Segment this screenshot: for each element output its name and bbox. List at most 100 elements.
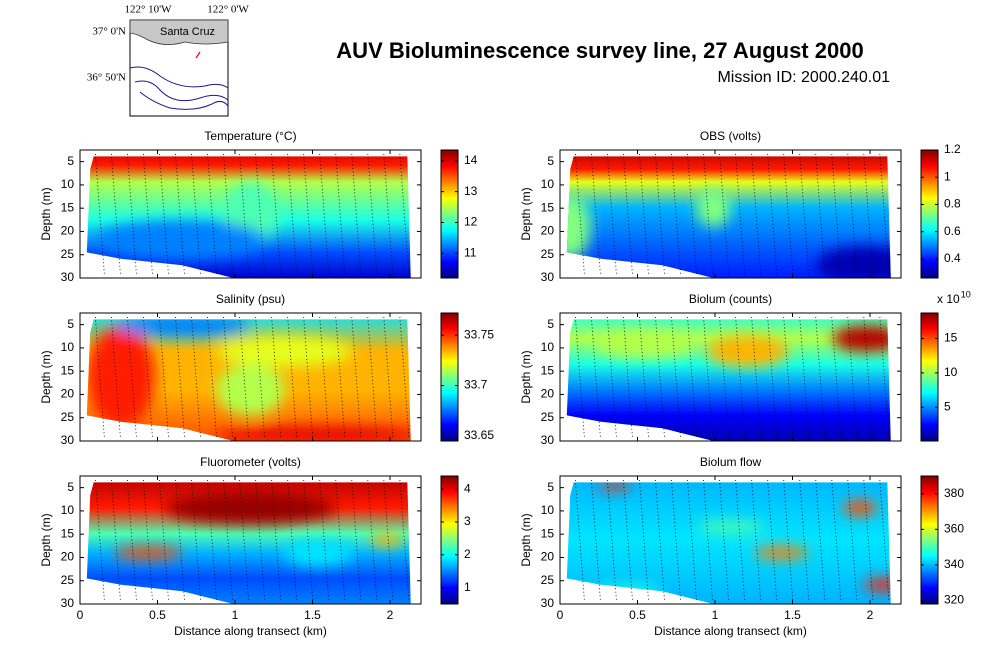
colorbar-tick-label: 0.4 (944, 251, 961, 265)
colorbar-tick-label: 33.75 (464, 327, 494, 341)
panel-title: Biolum (counts) (689, 292, 772, 306)
map-lat-label: 37° 0'N (92, 26, 126, 38)
plot-frame (79, 149, 422, 279)
x-axis-label: Distance along transect (km) (654, 624, 807, 638)
colorbar-tick-label: 3 (464, 514, 471, 528)
colorbar-tick-label: 320 (944, 593, 964, 607)
field-feature (216, 364, 285, 416)
panel-title: Biolum flow (700, 455, 762, 469)
field (86, 482, 411, 604)
field (86, 156, 411, 278)
auv-track (574, 316, 890, 438)
y-tick-label: 25 (541, 573, 555, 587)
colorbar (920, 312, 939, 442)
y-tick-label: 20 (61, 224, 75, 238)
panel: Biolum (counts) Depth (m) 5 10 15 20 25 30 5 10 15… (519, 289, 971, 447)
plot-frame (559, 149, 902, 279)
field-background (566, 482, 891, 604)
field (566, 319, 891, 441)
colorbar-tick-label: 14 (464, 153, 478, 167)
panel-title: Salinity (psu) (216, 292, 285, 306)
field-feature (843, 500, 878, 516)
field-feature (165, 492, 336, 524)
y-axis-label: Depth (m) (519, 350, 533, 403)
x-tick-label: 1 (232, 608, 239, 622)
y-tick-label: 5 (67, 480, 74, 494)
y-tick-label: 5 (67, 154, 74, 168)
field-feature (597, 482, 632, 491)
field-feature (706, 336, 789, 367)
panel: Fluorometer (volts)Depth (m)510152025300… (39, 455, 471, 638)
map-lon-label: 122° 10'W (124, 4, 172, 16)
field-feature (696, 188, 731, 227)
y-tick-label: 25 (61, 573, 75, 587)
auv-track (94, 153, 410, 275)
map-lat-label: 36° 50'N (87, 72, 126, 84)
field-features (86, 319, 411, 441)
auv-track (574, 153, 890, 275)
colorbar-tick-label: 2 (464, 547, 471, 561)
colorbar-tick-label: 1 (464, 580, 471, 594)
auv-track (94, 479, 410, 601)
colorbar-tick-label: 15 (944, 331, 958, 345)
field-features (97, 182, 278, 259)
plot-frame (79, 312, 422, 442)
auv-track (574, 479, 890, 601)
field-feature (216, 426, 411, 441)
panel: Salinity (psu) Depth (m) 5 10 15 20 25 30 33.65 3… (39, 292, 494, 447)
x-tick-label: 2 (387, 608, 394, 622)
y-axis-label: Depth (m) (39, 513, 53, 566)
field-feature (594, 584, 663, 598)
panel: Biolum flow Depth (m) 5 10 15 20 25 300 0.5 1 1.5 2… (519, 455, 964, 638)
colorbar-tick-label: 340 (944, 557, 964, 571)
y-tick-label: 30 (61, 433, 75, 447)
map-contour (139, 91, 229, 110)
y-tick-label: 25 (541, 410, 555, 424)
y-axis-label: Depth (m) (519, 187, 533, 240)
panel-title: OBS (volts) (700, 129, 761, 143)
panel: OBS (volts) Depth (m) 5 10 15 20 25 30 0.4 0.6 0.8… (519, 129, 961, 284)
y-tick-label: 25 (541, 247, 555, 261)
y-tick-label: 10 (61, 503, 75, 517)
colorbar-tick-label: 380 (944, 486, 964, 500)
field-feature (754, 546, 809, 560)
colorbar (440, 149, 459, 279)
plot-frame (559, 312, 902, 442)
y-tick-label: 30 (61, 270, 75, 284)
y-tick-label: 10 (541, 503, 555, 517)
x-tick-label: 0 (557, 608, 564, 622)
field-feature (815, 246, 891, 278)
y-tick-label: 30 (61, 596, 75, 610)
field-feature (594, 332, 697, 358)
y-tick-label: 20 (61, 550, 75, 564)
colorbar-tick-label: 1 (944, 169, 951, 183)
x-axis-label: Distance along transect (km) (174, 624, 327, 638)
colorbar-tick-label: 13 (464, 184, 478, 198)
field (566, 156, 891, 278)
panel-title: Temperature (°C) (204, 129, 296, 143)
y-tick-label: 30 (541, 433, 555, 447)
plot-frame (559, 475, 902, 605)
y-tick-label: 20 (541, 224, 555, 238)
colorbar-tick-label: 1.2 (944, 142, 961, 156)
colorbar (440, 475, 459, 605)
colorbar-tick-label: 12 (464, 215, 478, 229)
colorbar-exponent: 10 (961, 289, 971, 299)
y-tick-label: 20 (541, 550, 555, 564)
panel-title: Fluorometer (volts) (200, 455, 301, 469)
y-tick-label: 10 (61, 177, 75, 191)
panel: Temperature (°C) Depth (m) 5 10 15 20 25 30 11 12… (39, 129, 478, 284)
field-feature (863, 578, 891, 592)
y-tick-label: 20 (61, 387, 75, 401)
x-tick-label: 0 (77, 608, 84, 622)
field-feature (696, 520, 765, 534)
x-tick-label: 2 (867, 608, 874, 622)
field-feature (114, 319, 251, 337)
x-tick-label: 1.5 (784, 608, 801, 622)
map-contour (134, 80, 229, 102)
map-lon-label: 122° 0'W (207, 4, 249, 16)
y-tick-label: 15 (61, 200, 75, 214)
auv-track (94, 316, 410, 438)
plot-frame (79, 475, 422, 605)
field-feature (369, 533, 404, 547)
